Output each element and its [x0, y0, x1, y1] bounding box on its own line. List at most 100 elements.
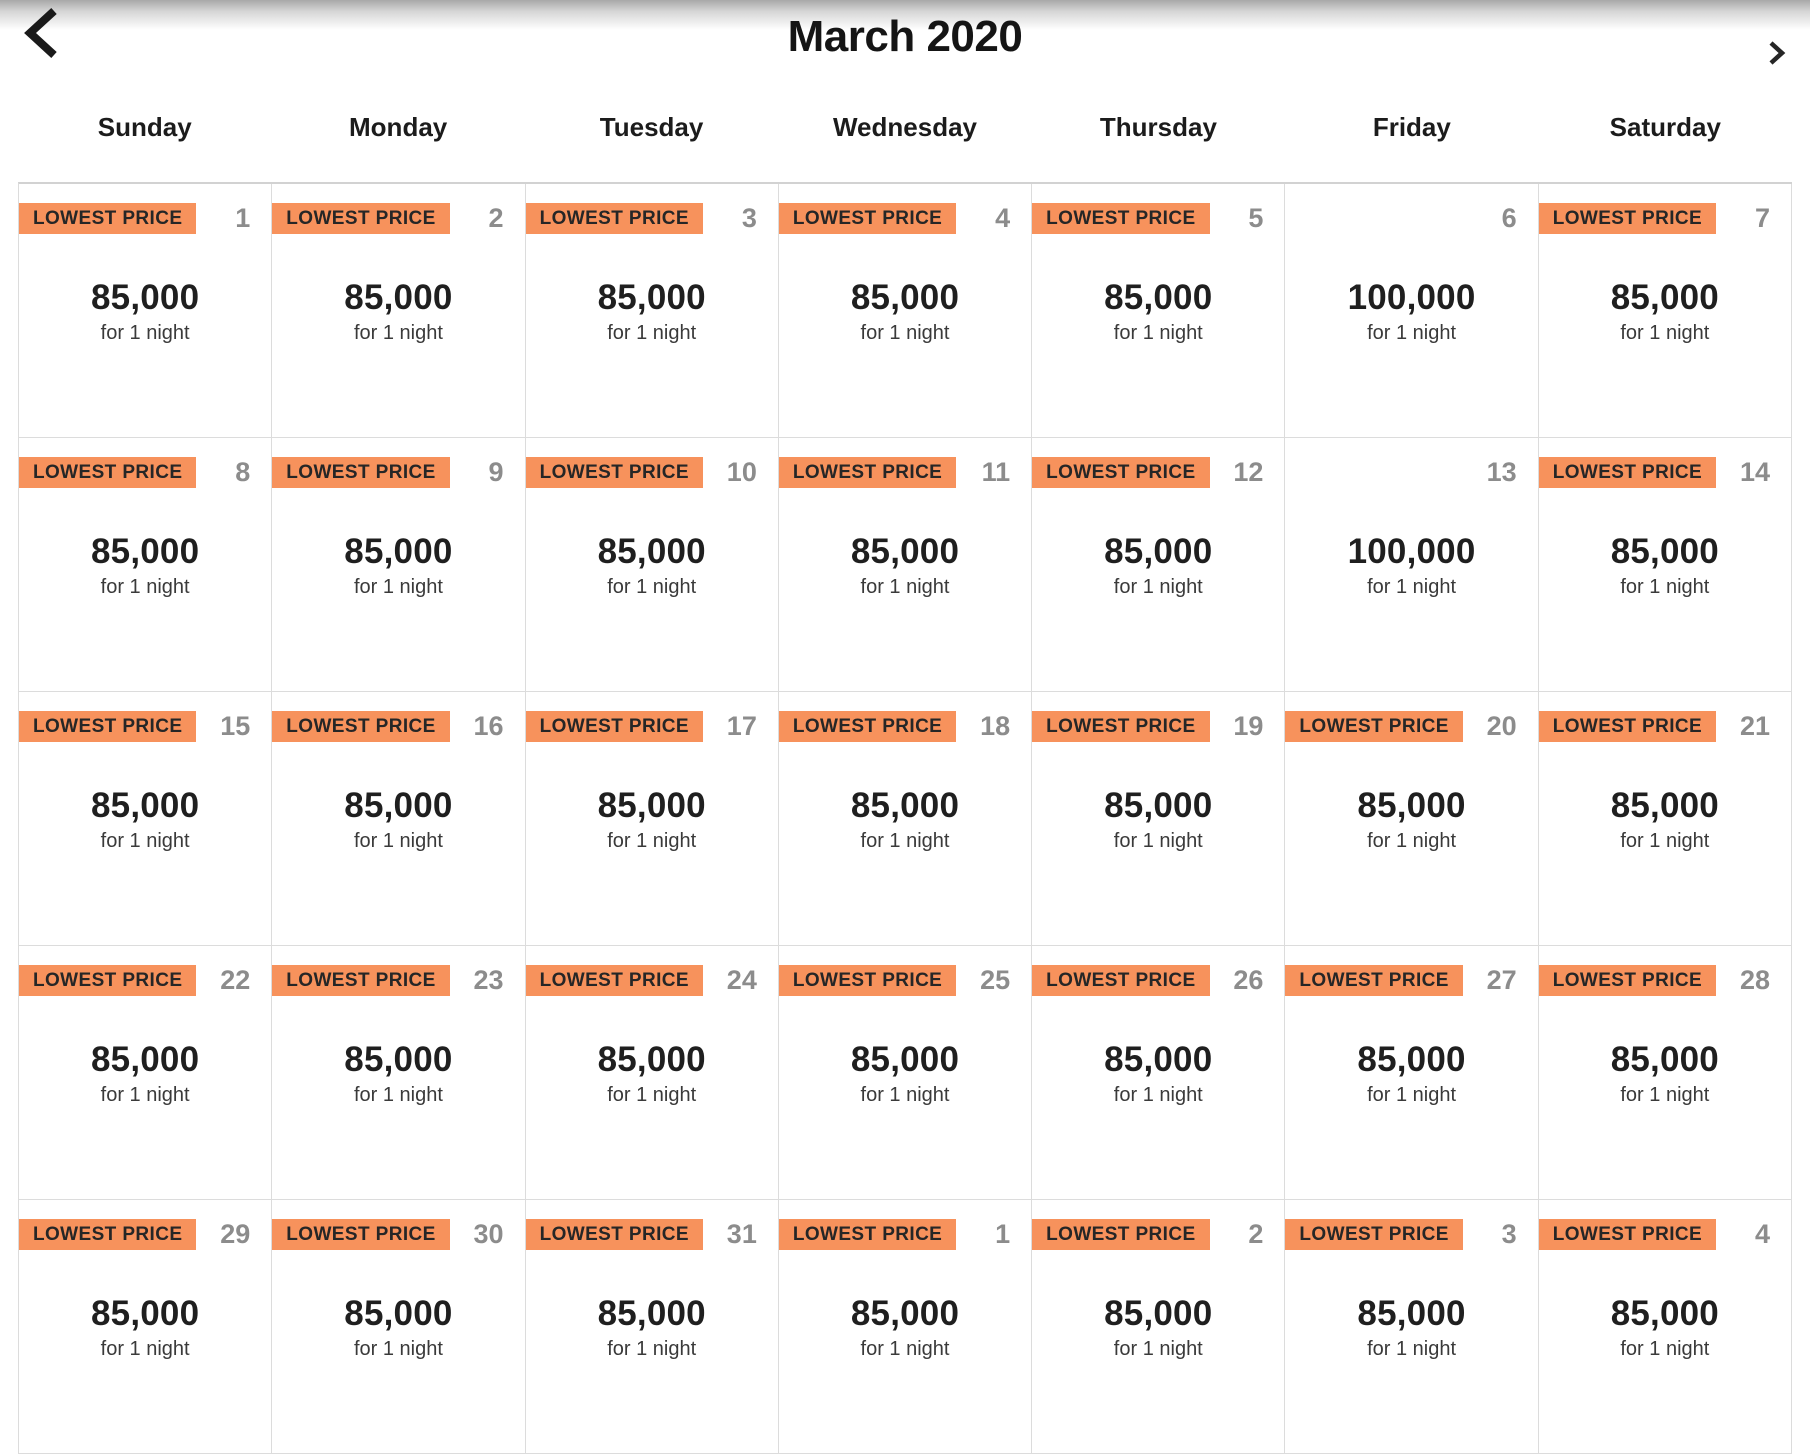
price-unit-note: for 1 night: [860, 1084, 950, 1106]
price-unit-note: for 1 night: [860, 830, 950, 852]
calendar-day-cell[interactable]: LOWEST PRICE 8 85,000 for 1 night: [19, 438, 273, 692]
price-value: 85,000: [850, 532, 960, 571]
calendar-day-cell[interactable]: LOWEST PRICE 29 85,000 for 1 night: [19, 1200, 273, 1454]
price-value: 85,000: [1610, 786, 1719, 825]
price-value: 85,000: [91, 1040, 200, 1079]
calendar-day-cell[interactable]: LOWEST PRICE 12 85,000 for 1 night: [1032, 438, 1286, 692]
calendar-day-cell[interactable]: LOWEST PRICE 30 85,000 for 1 night: [272, 1200, 526, 1454]
price-unit-note: for 1 night: [100, 1338, 190, 1360]
lowest-price-badge: LOWEST PRICE: [778, 711, 957, 742]
day-number: 9: [488, 457, 504, 487]
calendar-day-cell[interactable]: LOWEST PRICE 2 85,000 for 1 night: [272, 184, 526, 438]
calendar-day-cell[interactable]: LOWEST PRICE 25 85,000 for 1 night: [778, 946, 1033, 1200]
calendar-day-cell[interactable]: LOWEST PRICE 13 100,000 for 1 night: [1285, 438, 1539, 692]
calendar-day-cell[interactable]: LOWEST PRICE 16 85,000 for 1 night: [272, 692, 526, 946]
calendar-day-cell[interactable]: LOWEST PRICE 3 85,000 for 1 night: [1285, 1200, 1539, 1454]
day-number: 3: [1501, 1219, 1517, 1249]
calendar-day-cell[interactable]: LOWEST PRICE 3 85,000 for 1 night: [525, 184, 779, 438]
lowest-price-badge: LOWEST PRICE: [272, 457, 450, 488]
day-number: 4: [1754, 1219, 1770, 1249]
price-value: 85,000: [850, 786, 960, 825]
calendar-day-cell[interactable]: LOWEST PRICE 20 85,000 for 1 night: [1285, 692, 1539, 946]
calendar-day-cell[interactable]: LOWEST PRICE 15 85,000 for 1 night: [19, 692, 273, 946]
price-value: 85,000: [344, 532, 453, 571]
calendar-day-cell[interactable]: LOWEST PRICE 22 85,000 for 1 night: [19, 946, 273, 1200]
lowest-price-badge: LOWEST PRICE: [525, 203, 703, 234]
calendar-day-cell[interactable]: LOWEST PRICE 28 85,000 for 1 night: [1538, 946, 1792, 1200]
price-value: 85,000: [1610, 532, 1719, 571]
price-unit-note: for 1 night: [860, 322, 950, 344]
lowest-price-badge: LOWEST PRICE: [1285, 1219, 1463, 1250]
weekday-label: Sunday: [97, 112, 192, 142]
price-unit-note: for 1 night: [607, 576, 697, 598]
weekday-label: Saturday: [1609, 112, 1721, 142]
calendar-day-cell[interactable]: LOWEST PRICE 31 85,000 for 1 night: [525, 1200, 779, 1454]
calendar-day-cell[interactable]: LOWEST PRICE 4 85,000 for 1 night: [1538, 1200, 1792, 1454]
day-number: 24: [726, 965, 757, 995]
day-number: 5: [1248, 203, 1264, 233]
lowest-price-badge: LOWEST PRICE: [272, 965, 450, 996]
lowest-price-badge: LOWEST PRICE: [19, 1219, 197, 1250]
calendar-day-cell[interactable]: LOWEST PRICE 1 85,000 for 1 night: [778, 1200, 1033, 1454]
calendar-day-cell[interactable]: LOWEST PRICE 23 85,000 for 1 night: [272, 946, 526, 1200]
lowest-price-badge: LOWEST PRICE: [272, 711, 450, 742]
day-number: 30: [473, 1219, 504, 1249]
day-number: 29: [220, 1219, 251, 1249]
price-unit-note: for 1 night: [353, 322, 443, 344]
calendar-day-cell[interactable]: LOWEST PRICE 5 85,000 for 1 night: [1032, 184, 1286, 438]
price-unit-note: for 1 night: [353, 830, 443, 852]
calendar-day-cell[interactable]: LOWEST PRICE 27 85,000 for 1 night: [1285, 946, 1539, 1200]
chevron-left-icon: [22, 6, 60, 60]
price-unit-note: for 1 night: [607, 830, 697, 852]
price-unit-note: for 1 night: [1113, 1084, 1203, 1106]
calendar-day-cell[interactable]: LOWEST PRICE 18 85,000 for 1 night: [778, 692, 1033, 946]
chevron-right-icon: [1767, 39, 1786, 67]
calendar-day-cell[interactable]: LOWEST PRICE 21 85,000 for 1 night: [1538, 692, 1792, 946]
day-number: 2: [488, 203, 504, 233]
lowest-price-badge: LOWEST PRICE: [272, 203, 450, 234]
calendar-day-cell[interactable]: LOWEST PRICE 4 85,000 for 1 night: [778, 184, 1033, 438]
calendar-day-cell[interactable]: LOWEST PRICE 2 85,000 for 1 night: [1032, 1200, 1286, 1454]
previous-month-button[interactable]: [18, 4, 64, 62]
day-number: 11: [981, 457, 1011, 487]
calendar-day-cell[interactable]: LOWEST PRICE 24 85,000 for 1 night: [525, 946, 779, 1200]
price-unit-note: for 1 night: [1367, 322, 1457, 344]
calendar-day-cell[interactable]: LOWEST PRICE 17 85,000 for 1 night: [525, 692, 779, 946]
day-number: 4: [995, 203, 1011, 233]
lowest-price-badge: LOWEST PRICE: [1538, 1219, 1717, 1250]
calendar-day-cell[interactable]: LOWEST PRICE 26 85,000 for 1 night: [1032, 946, 1286, 1200]
calendar-day-cell[interactable]: LOWEST PRICE 19 85,000 for 1 night: [1032, 692, 1286, 946]
price-unit-note: for 1 night: [1620, 1084, 1710, 1106]
day-number: 7: [1754, 203, 1770, 233]
price-unit-note: for 1 night: [353, 1338, 443, 1360]
day-number: 31: [726, 1219, 757, 1249]
calendar-day-cell[interactable]: LOWEST PRICE 7 85,000 for 1 night: [1538, 184, 1792, 438]
next-month-button[interactable]: [1762, 38, 1790, 68]
price-value: 85,000: [597, 786, 706, 825]
lowest-price-badge: LOWEST PRICE: [778, 965, 957, 996]
day-number: 20: [1486, 711, 1517, 741]
price-unit-note: for 1 night: [1620, 1338, 1710, 1360]
price-value: 85,000: [91, 786, 200, 825]
calendar-day-cell[interactable]: LOWEST PRICE 11 85,000 for 1 night: [778, 438, 1033, 692]
price-unit-note: for 1 night: [353, 576, 443, 598]
price-unit-note: for 1 night: [607, 1084, 697, 1106]
calendar-day-cell[interactable]: LOWEST PRICE 6 100,000 for 1 night: [1285, 184, 1539, 438]
price-unit-note: for 1 night: [607, 322, 697, 344]
day-number: 19: [1233, 711, 1264, 741]
calendar-day-cell[interactable]: LOWEST PRICE 9 85,000 for 1 night: [272, 438, 526, 692]
price-value: 85,000: [1610, 1040, 1719, 1079]
day-number: 12: [1233, 457, 1264, 487]
lowest-price-badge: LOWEST PRICE: [272, 1219, 450, 1250]
day-number: 23: [473, 965, 504, 995]
price-value: 85,000: [91, 532, 200, 571]
lowest-price-badge: LOWEST PRICE: [1285, 965, 1463, 996]
calendar-day-cell[interactable]: LOWEST PRICE 1 85,000 for 1 night: [19, 184, 273, 438]
price-unit-note: for 1 night: [1113, 322, 1203, 344]
calendar-day-cell[interactable]: LOWEST PRICE 14 85,000 for 1 night: [1538, 438, 1792, 692]
lowest-price-badge: LOWEST PRICE: [1285, 711, 1463, 742]
weekday-header-row: Sunday Monday Tuesday Wednesday Thursday…: [18, 112, 1792, 143]
lowest-price-badge: LOWEST PRICE: [19, 457, 197, 488]
day-number: 15: [220, 711, 251, 741]
calendar-day-cell[interactable]: LOWEST PRICE 10 85,000 for 1 night: [525, 438, 779, 692]
